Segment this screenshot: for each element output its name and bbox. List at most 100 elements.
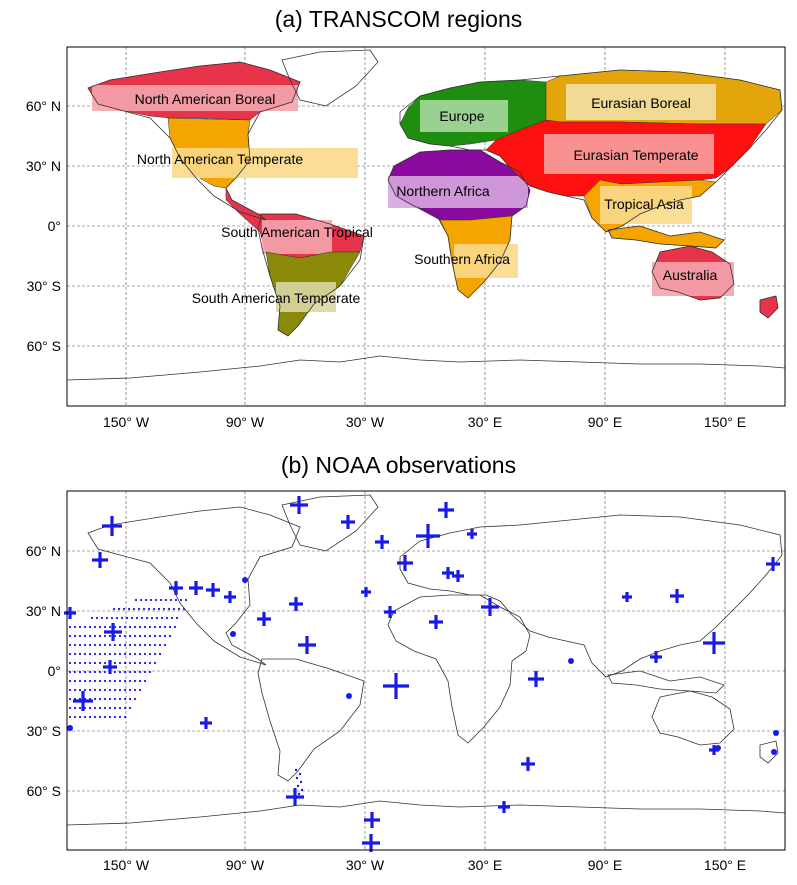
ship-track-point	[128, 634, 132, 638]
observation-site-marker	[670, 589, 684, 603]
observation-site-marker	[622, 592, 632, 602]
observation-site-marker	[286, 788, 304, 806]
ship-track-point	[169, 598, 173, 602]
ship-track-point	[154, 598, 158, 602]
ship-track-point	[112, 607, 116, 611]
ship-track-point	[148, 670, 152, 674]
region-label: South American Temperate	[192, 290, 361, 306]
ship-track-point	[98, 643, 102, 647]
coastline-namerica	[87, 61, 301, 221]
observation-site-marker	[467, 529, 477, 539]
ship-track-point	[295, 776, 299, 780]
ship-track-point	[105, 616, 109, 620]
ship-track-point	[113, 706, 117, 710]
observation-site-marker	[521, 757, 535, 771]
observation-site-marker	[289, 597, 303, 611]
region-north-american-temperate: North American Temperate	[137, 117, 358, 189]
ship-track-point	[168, 634, 172, 638]
region-band	[544, 134, 714, 174]
ship-track-point	[143, 652, 147, 656]
ship-track-point	[68, 634, 72, 638]
ship-track-point	[138, 679, 142, 683]
ship-track-point	[138, 661, 142, 665]
region-north-american-boreal: North American Boreal	[87, 61, 301, 121]
ship-track-point	[98, 697, 102, 701]
ship-track-point	[103, 688, 107, 692]
ship-track-point	[299, 780, 303, 784]
ship-track-point	[78, 643, 82, 647]
ship-track-point	[117, 607, 121, 611]
region-band	[600, 186, 692, 224]
observation-site-marker	[73, 691, 93, 711]
ship-track-point	[113, 679, 117, 683]
ship-track-point	[173, 625, 177, 629]
coastline-africa	[387, 149, 531, 299]
coastlines	[66, 494, 786, 826]
ship-track-point	[153, 652, 157, 656]
observation-site-marker	[290, 496, 308, 514]
ship-track-point	[144, 598, 148, 602]
y-tick-label: 60° S	[27, 338, 61, 354]
ship-track-point	[68, 625, 72, 629]
ship-track-point	[108, 634, 112, 638]
ship-track-point	[88, 706, 92, 710]
ship-track-point	[98, 625, 102, 629]
ship-track-point	[78, 625, 82, 629]
ship-track-point	[138, 643, 142, 647]
ship-track-point	[68, 679, 72, 683]
ship-track-point	[149, 598, 153, 602]
ship-track-point	[168, 625, 172, 629]
ship-track-point	[73, 715, 77, 719]
ship-track-point	[83, 679, 87, 683]
ship-track-point	[98, 652, 102, 656]
observation-site-marker	[429, 615, 443, 629]
ship-track-point	[170, 616, 174, 620]
ship-track-point	[88, 670, 92, 674]
x-tick-label: 90° E	[588, 857, 622, 873]
region-eurasian-temperate: Eurasian Temperate	[485, 119, 767, 197]
ship-track-point	[113, 715, 117, 719]
ship-track-point	[98, 634, 102, 638]
ship-track-point	[298, 772, 302, 776]
ship-track-point	[73, 661, 77, 665]
ship-track-point	[113, 652, 117, 656]
ship-track-point	[138, 688, 142, 692]
ship-track-point	[158, 643, 162, 647]
ship-track-point	[133, 697, 137, 701]
ship-track-point	[123, 688, 127, 692]
ship-track-point	[93, 643, 97, 647]
observation-site-marker	[104, 623, 122, 641]
ship-track-point	[98, 715, 102, 719]
ship-track-point	[128, 652, 132, 656]
ship-track-point	[103, 670, 107, 674]
observation-site-marker	[528, 671, 544, 687]
ship-track-point	[98, 679, 102, 683]
observation-site-marker	[481, 598, 499, 616]
panel-a-axis-ticks: 150° W 90° W 30° W 30° E 90° E 150° E 60° N 30°…	[26, 98, 746, 430]
ship-track-point	[100, 616, 104, 620]
ship-track-point	[108, 697, 112, 701]
y-tick-label: 30° S	[27, 723, 61, 739]
observation-dot	[67, 725, 73, 731]
ship-track-point	[123, 679, 127, 683]
ship-track-point	[165, 616, 169, 620]
coastline-indo	[607, 670, 725, 694]
y-tick-label: 60° N	[26, 543, 61, 559]
ship-track-point	[135, 616, 139, 620]
ship-track-point	[113, 634, 117, 638]
ship-track-point	[118, 679, 122, 683]
x-tick-label: 90° W	[226, 414, 265, 430]
ship-track-point	[73, 706, 77, 710]
ship-track-point	[113, 697, 117, 701]
observation-site-marker	[364, 812, 380, 828]
ship-track-point	[158, 652, 162, 656]
ship-track-point	[83, 688, 87, 692]
ship-track-point	[294, 796, 298, 800]
region-label: South American Tropical	[221, 224, 373, 240]
region-australia: Australia	[651, 245, 779, 319]
region-band	[262, 220, 332, 254]
transcom-regions: North American Boreal North American Temp…	[87, 61, 783, 337]
ship-track-point	[145, 616, 149, 620]
ship-track-point	[163, 634, 167, 638]
ship-track-point	[83, 661, 87, 665]
